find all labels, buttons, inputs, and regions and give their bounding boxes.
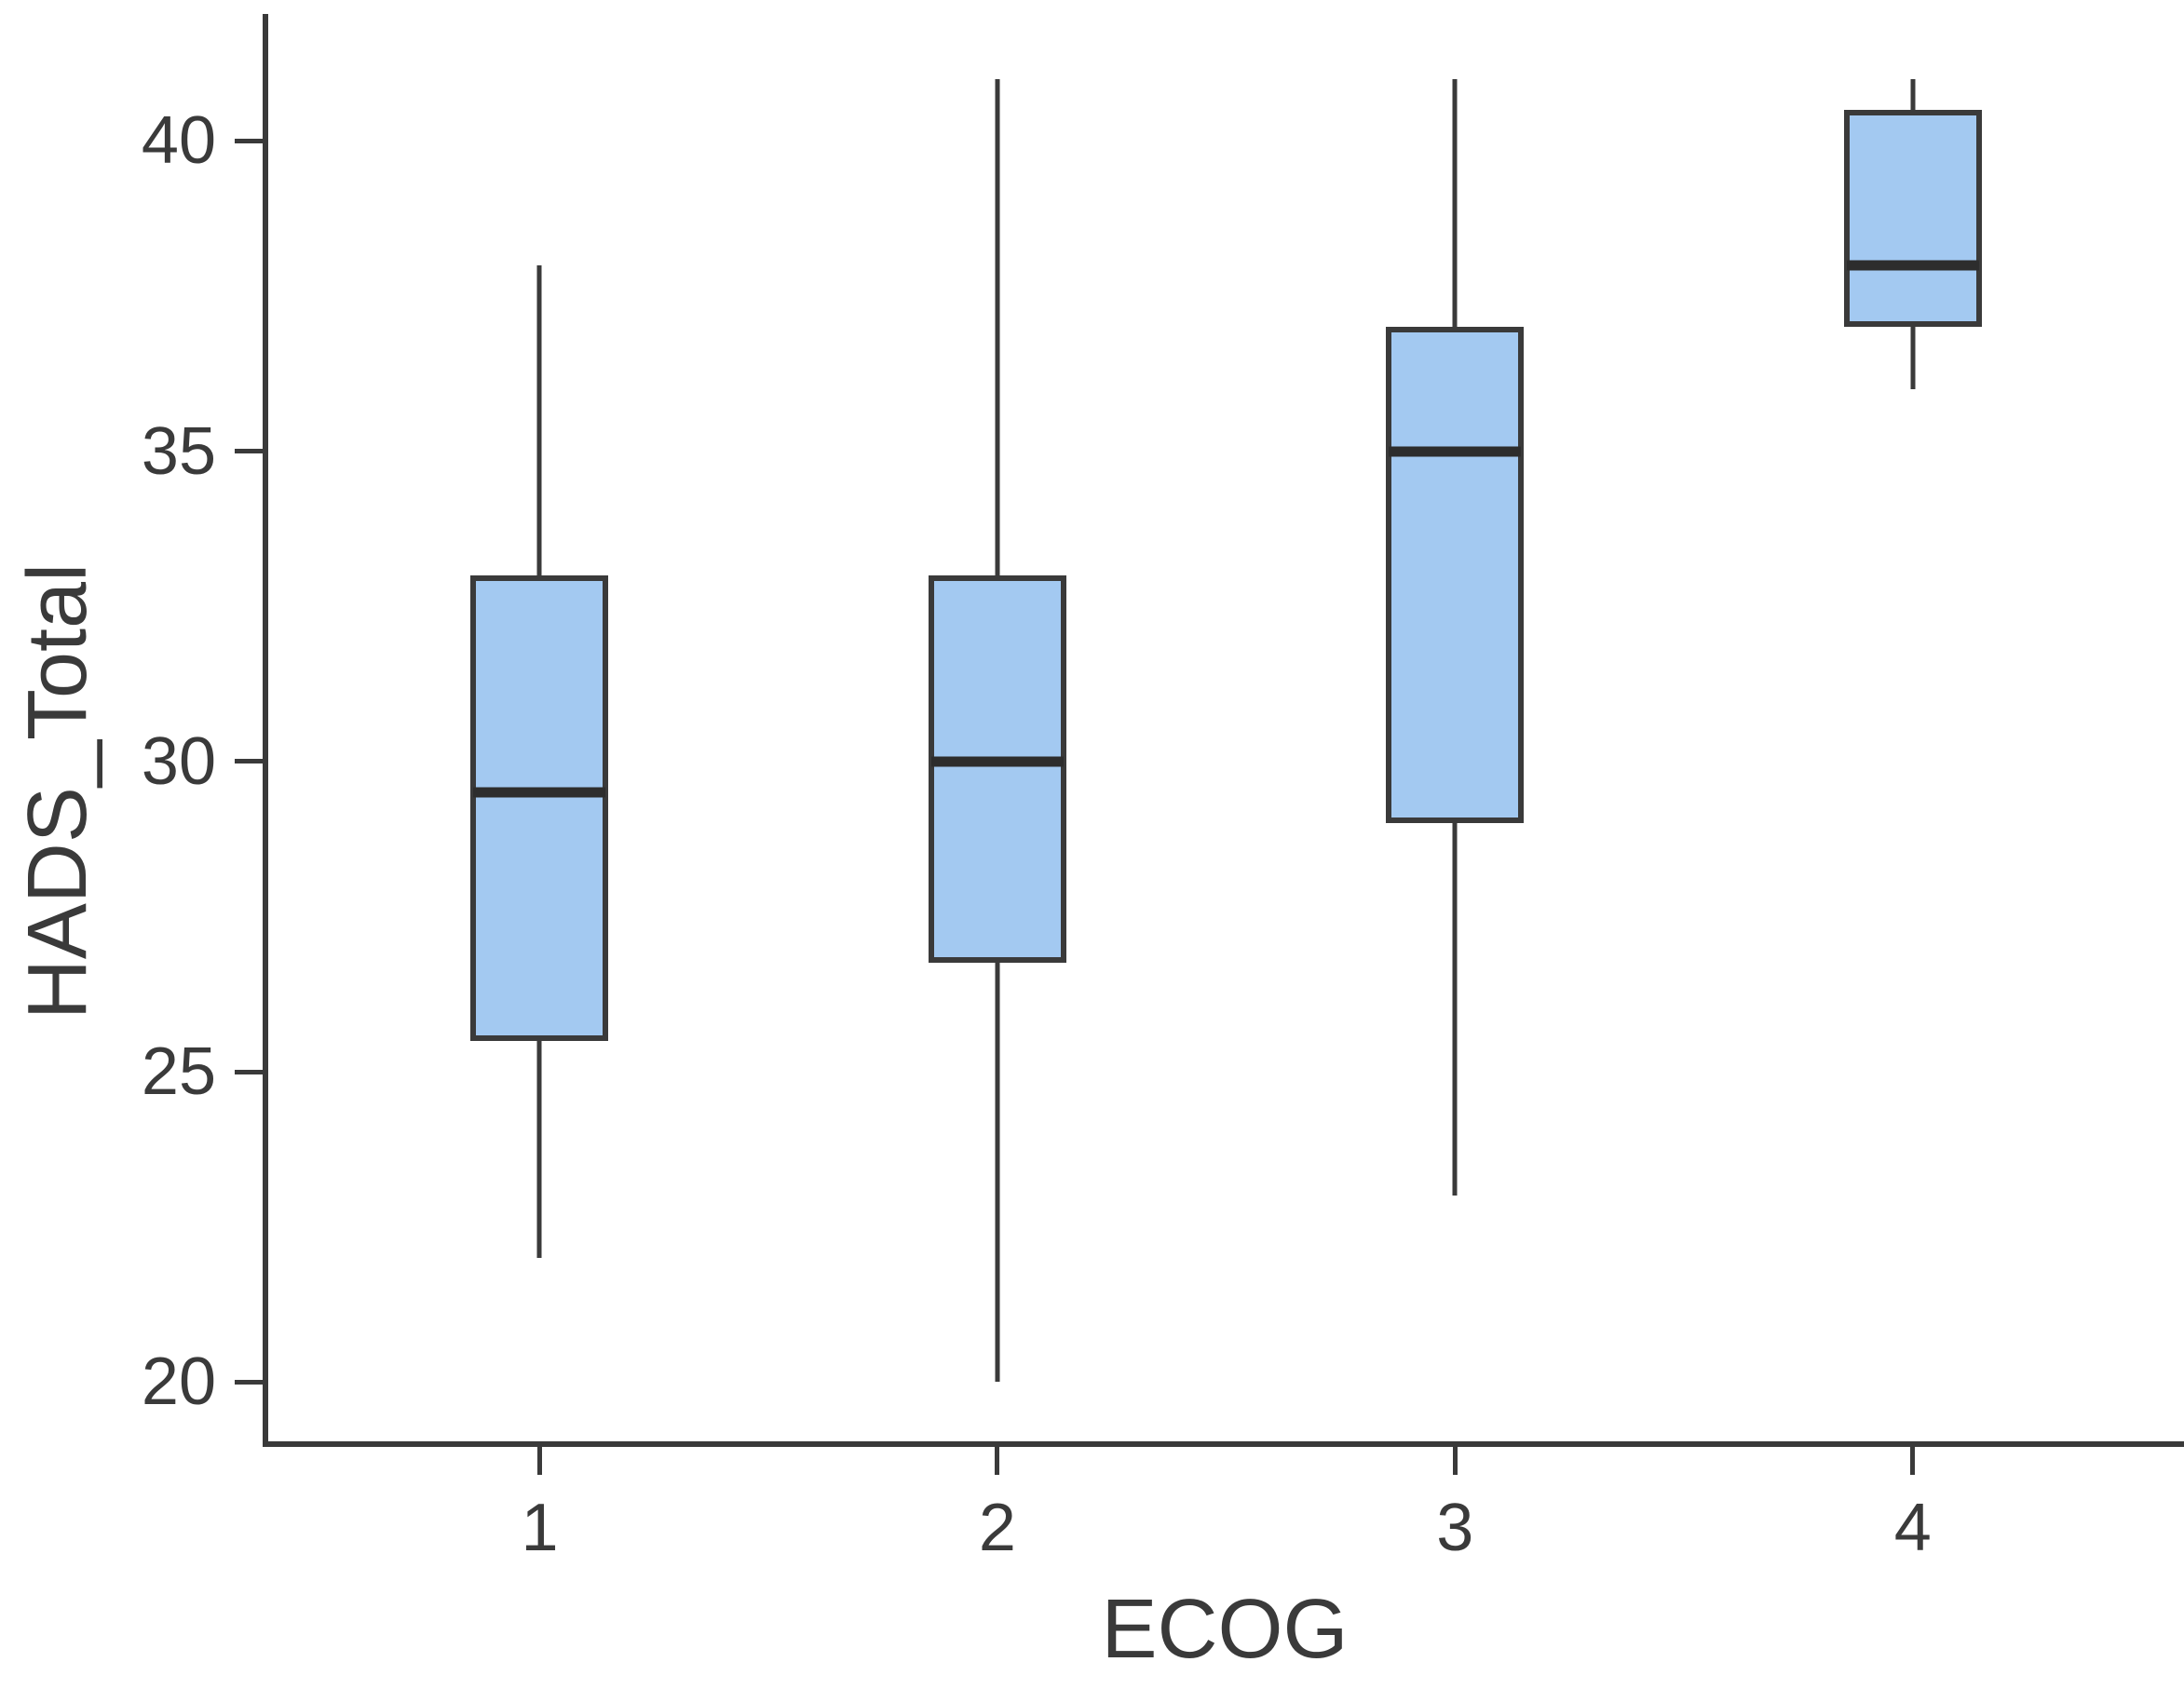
y-tick-label: 25 bbox=[141, 1034, 216, 1110]
box-ecog-4 bbox=[1843, 109, 1982, 328]
median-ecog-3 bbox=[1389, 446, 1522, 457]
x-tick-label: 2 bbox=[978, 1491, 1016, 1565]
box-ecog-3 bbox=[1386, 327, 1525, 824]
x-tick-label: 4 bbox=[1893, 1491, 1932, 1565]
y-tick-mark bbox=[235, 759, 263, 764]
x-tick-mark bbox=[536, 1447, 542, 1475]
y-tick-label: 30 bbox=[141, 723, 216, 799]
x-tick-label: 3 bbox=[1436, 1491, 1474, 1565]
y-tick-label: 20 bbox=[141, 1344, 216, 1420]
y-tick-mark bbox=[235, 1069, 263, 1074]
median-ecog-2 bbox=[930, 756, 1064, 767]
y-tick-mark bbox=[235, 138, 263, 143]
x-tick-mark bbox=[995, 1447, 1000, 1475]
y-tick-mark bbox=[235, 449, 263, 454]
x-axis-spine bbox=[263, 1441, 2184, 1447]
y-tick-mark bbox=[235, 1379, 263, 1385]
x-tick-mark bbox=[1452, 1447, 1458, 1475]
box-ecog-1 bbox=[470, 574, 609, 1041]
y-tick-label: 35 bbox=[141, 413, 216, 489]
median-ecog-1 bbox=[473, 787, 606, 798]
x-tick-label: 1 bbox=[521, 1491, 559, 1565]
box-ecog-2 bbox=[928, 574, 1066, 964]
x-axis-title: ECOG bbox=[1101, 1583, 1349, 1676]
y-axis-spine bbox=[263, 14, 268, 1447]
y-tick-label: 40 bbox=[141, 103, 216, 179]
median-ecog-4 bbox=[1846, 260, 1979, 271]
x-tick-mark bbox=[1910, 1447, 1916, 1475]
